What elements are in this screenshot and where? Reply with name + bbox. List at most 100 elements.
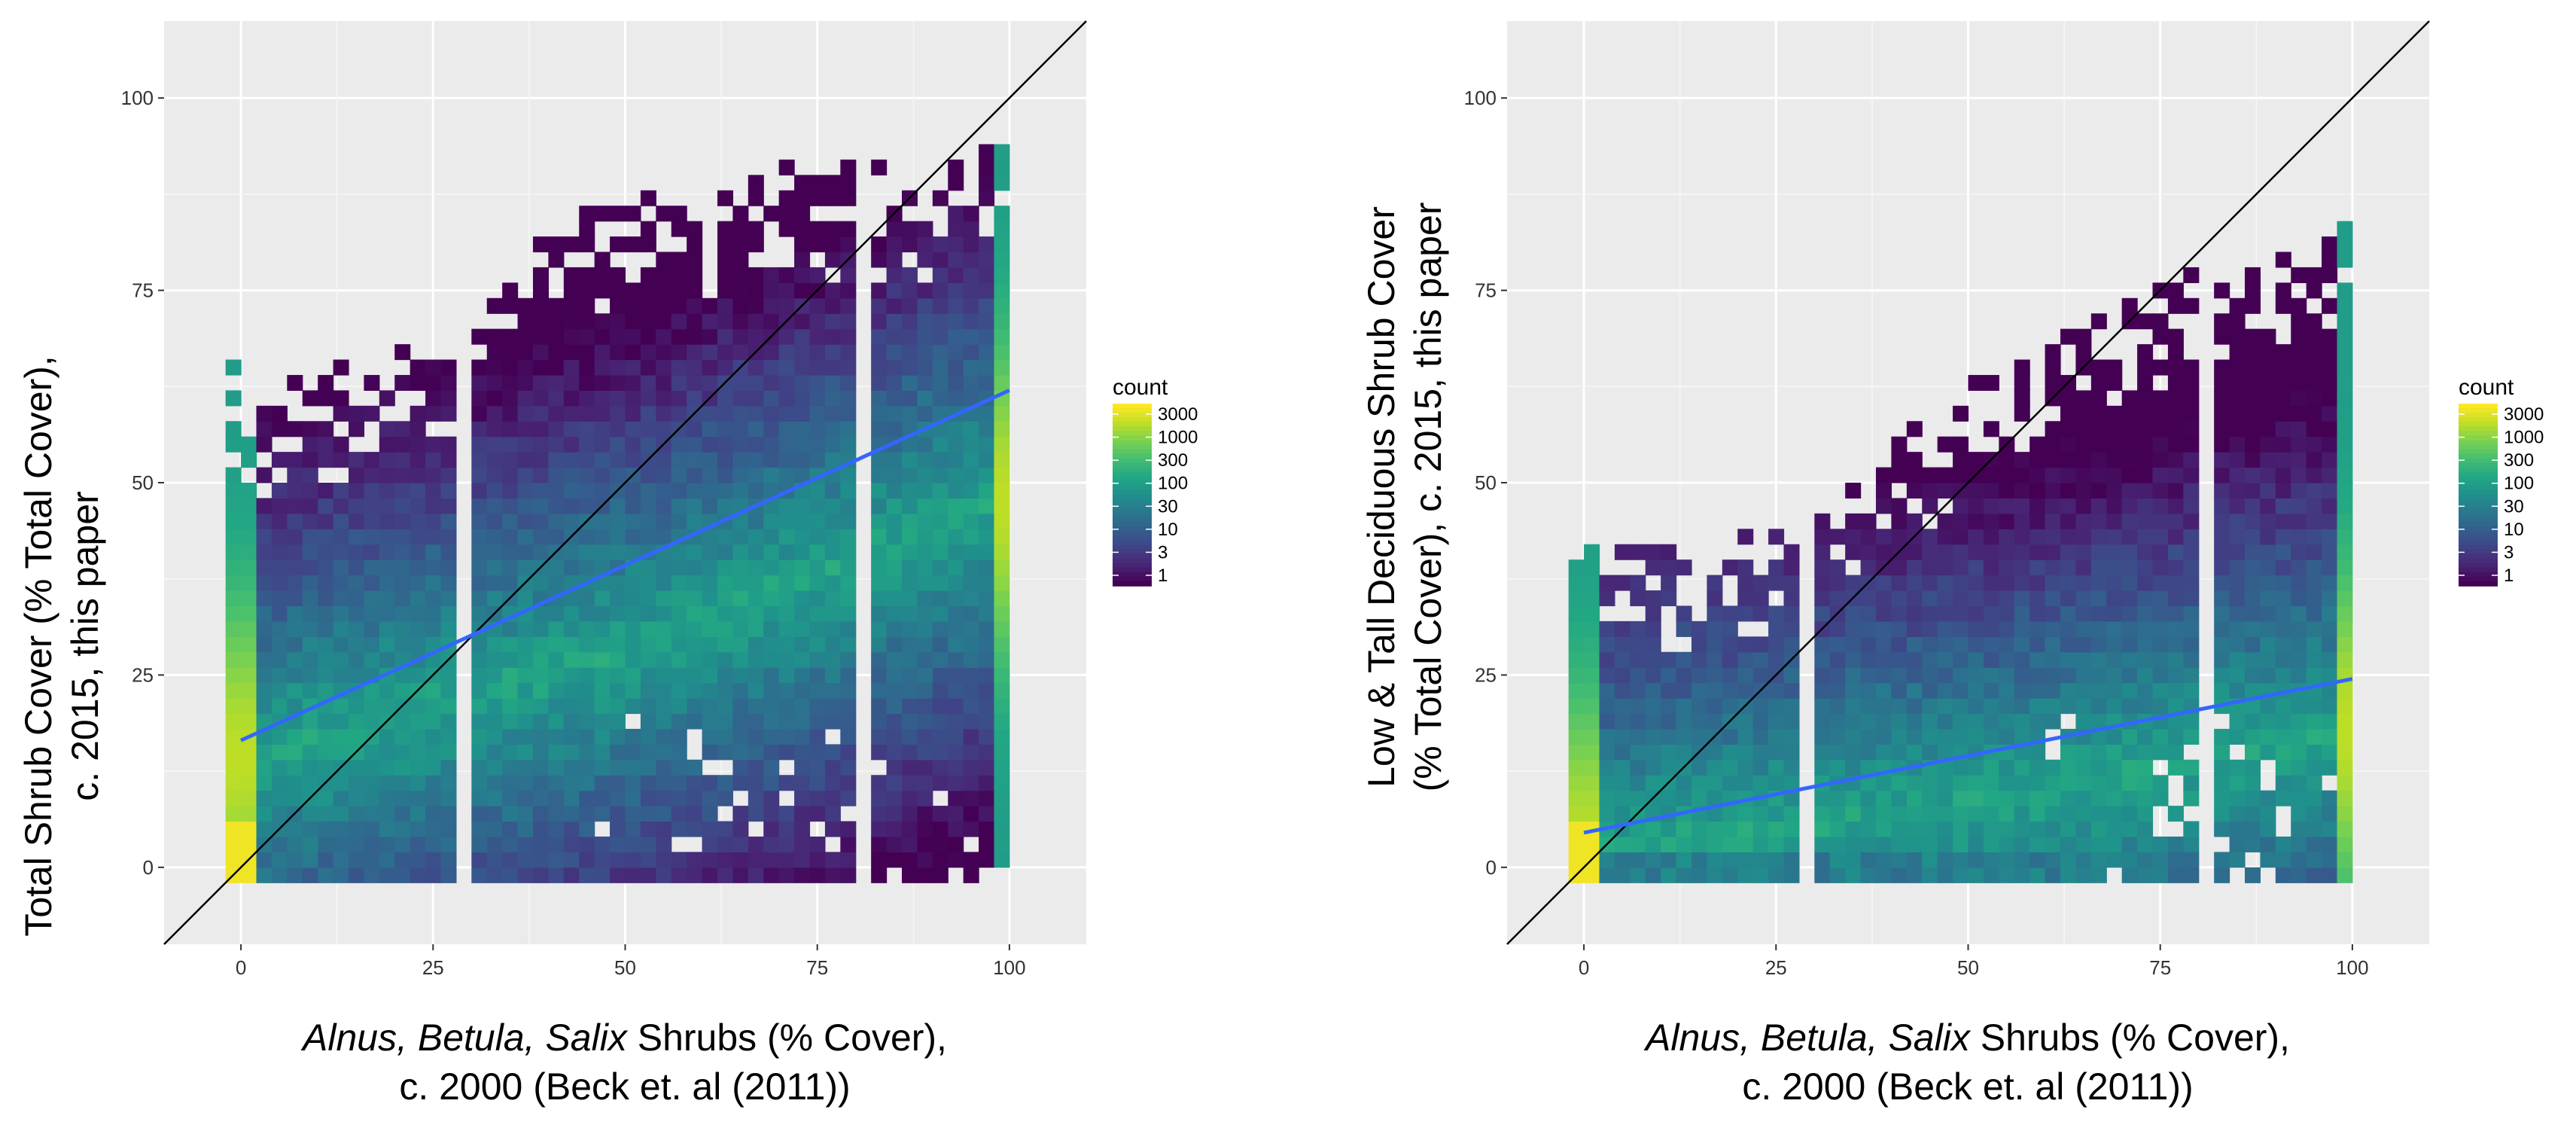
heatmap-cell (287, 821, 303, 837)
heatmap-cell (533, 651, 550, 668)
legend-gradient-step (1113, 531, 1152, 537)
legend-gradient-step (2459, 544, 2498, 550)
heatmap-cell (625, 282, 641, 299)
heatmap-cell (241, 636, 257, 653)
heatmap-cell (2183, 836, 2200, 852)
heatmap-cell (2137, 836, 2154, 852)
heatmap-cell (533, 513, 550, 529)
heatmap-cell (425, 390, 442, 407)
heatmap-cell (917, 806, 933, 822)
legend-title: count (2459, 375, 2514, 400)
heatmap-cell (579, 636, 595, 653)
heatmap-cell (517, 405, 534, 422)
heatmap-cell (809, 605, 826, 622)
heatmap-cell (2137, 806, 2154, 822)
heatmap-cell (410, 483, 426, 499)
heatmap-cell (1906, 483, 1923, 499)
heatmap-cell (318, 821, 334, 837)
heatmap-cell (717, 590, 734, 607)
heatmap-cell (1599, 667, 1615, 684)
heatmap-cell (1953, 544, 1969, 560)
heatmap-cell (840, 221, 857, 237)
heatmap-cell (410, 590, 426, 607)
heatmap-cell (1845, 483, 1862, 499)
heatmap-cell (840, 175, 857, 191)
heatmap-cell (1661, 713, 1677, 730)
heatmap-cell (871, 405, 888, 422)
heatmap-cell (763, 605, 780, 622)
heatmap-cell (2275, 790, 2291, 806)
heatmap-cell (2322, 359, 2338, 376)
heatmap-cell (548, 867, 565, 883)
heatmap-cell (932, 405, 948, 422)
heatmap-cell (671, 483, 687, 499)
heatmap-cell (732, 636, 749, 653)
heatmap-cell (579, 452, 595, 468)
heatmap-cell (2121, 405, 2138, 422)
legend-gradient-step (1113, 458, 1152, 464)
heatmap-cell (1968, 559, 1984, 576)
heatmap-cell (318, 759, 334, 776)
heatmap-cell (548, 559, 565, 576)
heatmap-cell (1999, 620, 2015, 637)
heatmap-cell (963, 728, 979, 745)
heatmap-cell (486, 529, 503, 545)
heatmap-cell (979, 344, 995, 361)
heatmap-cell (640, 744, 656, 761)
heatmap-cell (948, 620, 964, 637)
heatmap-cell (2152, 544, 2169, 560)
heatmap-cell (2075, 698, 2092, 715)
heatmap-cell (1661, 667, 1677, 684)
heatmap-cell (1645, 544, 1661, 560)
legend-gradient-step (2459, 513, 2498, 519)
heatmap-cell (656, 590, 672, 607)
heatmap-cell (333, 575, 349, 591)
x-axis-title-rest: Shrubs (% Cover), (1970, 1017, 2290, 1059)
heatmap-cell (517, 344, 534, 361)
heatmap-cell (349, 421, 365, 437)
heatmap-cell (333, 483, 349, 499)
heatmap-cell (2291, 359, 2307, 376)
heatmap-cell (2060, 405, 2077, 422)
heatmap-cell (548, 759, 565, 776)
heatmap-cell (1599, 775, 1615, 791)
heatmap-cell (1783, 728, 1800, 745)
heatmap-cell (2306, 313, 2322, 330)
heatmap-cell (2214, 421, 2230, 437)
heatmap-cell (625, 620, 641, 637)
heatmap-cell (2106, 559, 2123, 576)
heatmap-cell (256, 744, 273, 761)
heatmap-cell (748, 713, 764, 730)
heatmap-cell (748, 651, 764, 668)
heatmap-cell (2029, 636, 2046, 653)
heatmap-cell (963, 313, 979, 330)
heatmap-cell (1937, 821, 1953, 837)
heatmap-cell (2214, 452, 2230, 468)
heatmap-cell (640, 759, 656, 776)
heatmap-cell (2337, 221, 2353, 237)
heatmap-cell (979, 236, 995, 253)
heatmap-cell (625, 775, 641, 791)
heatmap-cell (717, 559, 734, 576)
heatmap-cell (917, 436, 933, 453)
heatmap-cell (1922, 821, 1938, 837)
heatmap-cell (1614, 759, 1631, 776)
heatmap-cell (824, 575, 841, 591)
heatmap-cell (763, 374, 780, 391)
heatmap-cell (886, 267, 903, 283)
heatmap-cell (2214, 374, 2230, 391)
heatmap-cell (2291, 590, 2307, 607)
heatmap-cell (871, 344, 888, 361)
heatmap-cell (379, 775, 395, 791)
heatmap-cell (1752, 867, 1769, 883)
heatmap-cell (2322, 620, 2338, 637)
heatmap-cell (1906, 620, 1923, 637)
heatmap-cell (548, 651, 565, 668)
heatmap-cell (2275, 344, 2291, 361)
heatmap-cell (440, 575, 457, 591)
legend-gradient-step (2459, 480, 2498, 486)
heatmap-cell (902, 498, 918, 514)
heatmap-cell (1953, 529, 1969, 545)
heatmap-cell (748, 806, 764, 822)
heatmap-cell (687, 467, 703, 483)
